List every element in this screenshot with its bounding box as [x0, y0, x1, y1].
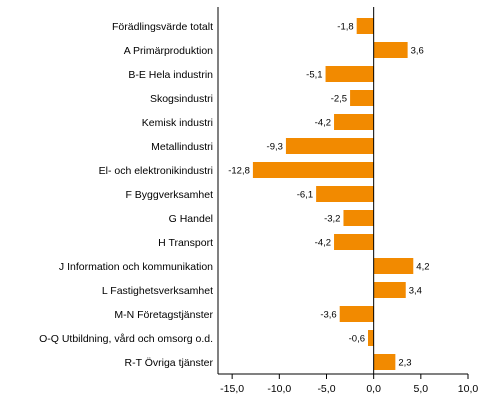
x-tick-label-0: -15,0: [220, 383, 244, 395]
bars-layer: [252, 18, 414, 370]
bar-6: [252, 162, 374, 178]
value-label-14: 2,3: [398, 357, 411, 368]
value-label-6: -12,8: [228, 165, 250, 176]
bar-12: [339, 306, 374, 322]
value-label-0: -1,8: [337, 21, 353, 32]
bar-4: [334, 114, 374, 130]
category-label-6: El- och elektronikindustri: [99, 165, 213, 177]
category-label-10: J Information och kommunikation: [59, 261, 213, 273]
bar-0: [356, 18, 374, 34]
value-label-10: 4,2: [416, 261, 429, 272]
axis-layer: -15,0 -10,0 -5,0 0,0 5,0 10,0: [217, 7, 479, 395]
bar-10: [373, 258, 414, 274]
value-label-12: -3,6: [320, 309, 336, 320]
bar-8: [343, 210, 374, 226]
value-label-2: -5,1: [306, 69, 322, 80]
category-label-13: O-Q Utbildning, vård och omsorg o.d.: [39, 333, 213, 345]
x-tick-label-1: -10,0: [267, 383, 291, 395]
x-tick-label-4: 5,0: [414, 383, 429, 395]
category-label-8: G Handel: [169, 213, 213, 225]
category-label-5: Metallindustri: [151, 141, 213, 153]
labels-layer: Förädlingsvärde totalt -1,8 A Primärproduk…: [39, 21, 429, 369]
value-label-8: -3,2: [324, 213, 340, 224]
x-tick-label-3: 0,0: [366, 383, 381, 395]
bar-9: [334, 234, 374, 250]
bar-11: [373, 282, 406, 298]
category-label-1: A Primärproduktion: [124, 45, 213, 57]
value-label-13: -0,6: [349, 333, 365, 344]
x-tick-label-2: -5,0: [317, 383, 335, 395]
category-label-11: L Fastighetsverksamhet: [102, 285, 213, 297]
bar-7: [316, 186, 374, 202]
value-label-4: -4,2: [315, 117, 331, 128]
value-label-7: -6,1: [297, 189, 313, 200]
value-label-3: -2,5: [331, 93, 347, 104]
value-label-1: 3,6: [411, 45, 424, 56]
category-label-3: Skogsindustri: [150, 93, 213, 105]
bar-3: [350, 90, 374, 106]
category-label-4: Kemisk industri: [142, 117, 213, 129]
category-label-12: M-N Företagstjänster: [114, 309, 213, 321]
bar-5: [285, 138, 374, 154]
bar-2: [325, 66, 374, 82]
bar-14: [373, 354, 396, 370]
value-label-11: 3,4: [409, 285, 422, 296]
value-label-5: -9,3: [267, 141, 283, 152]
value-label-9: -4,2: [315, 237, 331, 248]
x-tick-label-5: 10,0: [458, 383, 479, 395]
bar-1: [373, 42, 408, 58]
category-label-0: Förädlingsvärde totalt: [112, 21, 213, 33]
category-label-2: B-E Hela industrin: [128, 69, 213, 81]
category-label-7: F Byggverksamhet: [125, 189, 213, 201]
category-label-9: H Transport: [158, 237, 213, 249]
bar-13: [368, 330, 374, 346]
category-label-14: R-T Övriga tjänster: [125, 357, 214, 369]
